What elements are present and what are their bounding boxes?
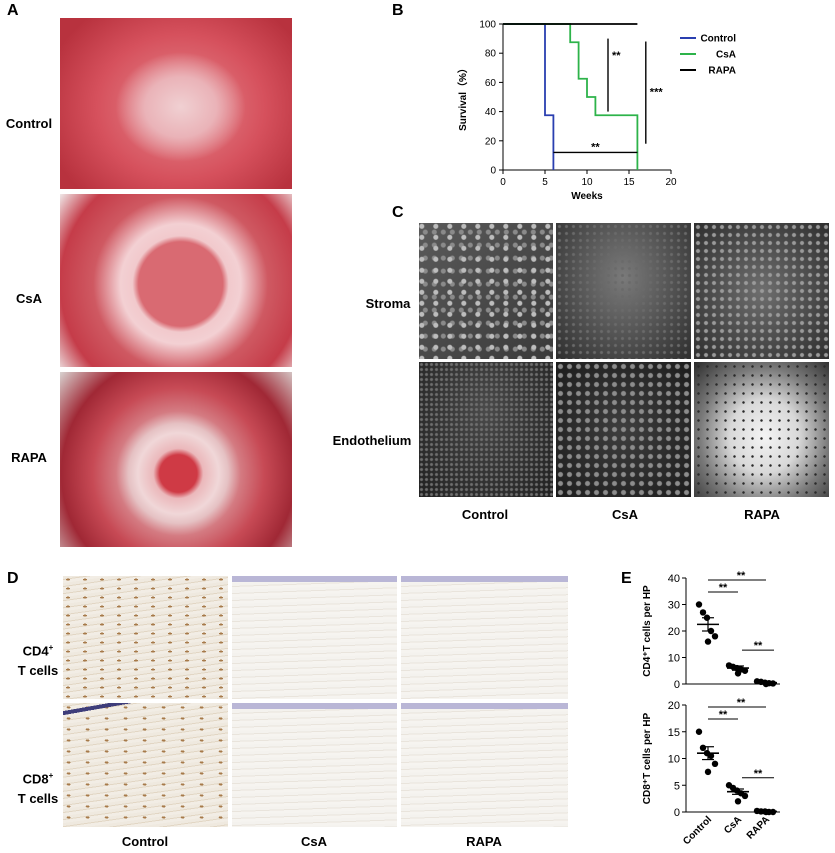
y-tick-label: 10 (668, 754, 680, 766)
panel-c-row-label-endothelium: Endothelium (332, 433, 412, 448)
y-axis-label: CD4⁺T cells per HP (642, 585, 653, 677)
histology-cd4-control (63, 576, 228, 699)
y-tick-label: 60 (485, 78, 497, 89)
y-tick-label: 40 (485, 107, 497, 118)
row-label-cd8-cells: T cells (17, 791, 59, 807)
data-point-control (711, 760, 719, 768)
panel-label-a: A (7, 2, 19, 19)
confocal-stroma-rapa (694, 223, 829, 359)
panel-a-row-label-csa: CsA (15, 291, 42, 306)
sig-label-control-rapa: ** (737, 697, 746, 709)
panel-c-row-label-stroma: Stroma (365, 296, 411, 311)
x-axis-label: Weeks (571, 191, 603, 202)
panel-a-row-label-rapa: RAPA (11, 450, 47, 465)
sig-label-control-csa: ** (719, 709, 728, 721)
histology-cd8-rapa (401, 703, 568, 827)
eye-photo-control (60, 18, 292, 189)
row-label-cd4-marker: CD4 (22, 643, 49, 659)
legend-label-rapa: RAPA (708, 66, 736, 77)
confocal-endothelium-rapa (694, 362, 829, 497)
panel-label-e: E (621, 570, 632, 587)
legend-label-control: Control (700, 34, 736, 45)
sig-label-csa-rapa: ** (612, 50, 621, 62)
sig-label-csa-rapa: ** (754, 640, 763, 652)
panel-label-d: D (7, 570, 19, 587)
sig-label-control-csa: ** (591, 141, 600, 153)
confocal-endothelium-control (419, 362, 553, 497)
panel-c-col-label-rapa: RAPA (744, 507, 780, 522)
sig-label-control-rapa: ** (737, 570, 746, 582)
y-tick-label: 15 (668, 727, 680, 739)
row-label-cd8-sup: + (48, 771, 54, 780)
data-point-csa (734, 670, 742, 677)
y-tick-label: 30 (668, 600, 680, 612)
y-tick-label: 0 (674, 679, 680, 691)
x-tick-label: 0 (500, 177, 506, 188)
y-tick-label: 20 (668, 700, 680, 712)
panel-d-col-label-rapa: RAPA (466, 834, 502, 849)
row-label-cd8-marker: CD8 (22, 771, 49, 787)
data-point-control (704, 768, 712, 776)
data-point-csa (734, 798, 742, 805)
y-tick-label: 0 (490, 166, 496, 177)
legend-label-csa: CsA (716, 50, 736, 61)
row-label-cd4-sup: + (48, 643, 54, 652)
data-point-control (699, 609, 707, 616)
y-tick-label: 40 (668, 573, 680, 585)
y-tick-label: 20 (485, 136, 497, 147)
histology-cd4-rapa (401, 576, 568, 699)
x-tick-label: 10 (581, 177, 593, 188)
data-point-csa (741, 792, 749, 800)
y-tick-label: 0 (674, 807, 680, 819)
y-tick-label: 100 (479, 20, 496, 31)
panel-d-col-label-control: Control (121, 834, 169, 849)
panel-label-c: C (392, 204, 404, 221)
survival-chart: 0 20 40 60 80 100 0 5 10 15 20 Weeks Survival（%） Cont… (456, 20, 736, 203)
y-axis-label: CD8⁺T cells per HP (642, 712, 653, 804)
sig-label-control-rapa: *** (650, 87, 664, 99)
panel-a-row-label-control: Control (5, 116, 53, 131)
x-tick-label: 15 (623, 177, 635, 188)
survival-line-csa (503, 23, 639, 170)
data-point-control (695, 601, 703, 608)
panel-label-b: B (392, 2, 404, 19)
y-tick-label: 5 (674, 780, 680, 792)
data-point-control (704, 638, 712, 645)
x-tick-label: 5 (542, 177, 548, 188)
panel-d-row-label-cd8: CD8+ T cells (14, 766, 62, 809)
confocal-stroma-csa (556, 223, 691, 359)
data-point-control (711, 633, 719, 640)
x-category-label-control: Control (681, 814, 714, 847)
y-axis-label: Survival（%） (456, 63, 469, 131)
data-point-control (699, 744, 707, 751)
y-tick-label: 10 (668, 653, 680, 665)
panel-c-col-label-csa: CsA (611, 507, 638, 522)
histology-cd8-control (63, 703, 228, 827)
eye-photo-csa (60, 194, 292, 367)
y-tick-label: 80 (485, 49, 497, 60)
data-point-control (695, 728, 703, 735)
sig-label-control-csa: ** (719, 582, 728, 594)
data-point-csa (741, 667, 749, 674)
cd8-scatter-chart: 0 5 10 15 20 CD8⁺T cells per HP ** ** ** Control C… (642, 697, 780, 847)
confocal-stroma-control (419, 223, 553, 359)
y-tick-label: 20 (668, 626, 680, 638)
panel-c-col-label-control: Control (461, 507, 509, 522)
x-category-label-csa: CsA (722, 814, 744, 836)
cd4-scatter-chart: 0 10 20 30 40 CD4⁺T cells per HP ** ** ** (642, 570, 780, 691)
x-tick-label: 20 (665, 177, 677, 188)
eye-photo-rapa (60, 372, 292, 547)
panel-d-col-label-csa: CsA (300, 834, 327, 849)
histology-cd8-csa (232, 703, 397, 827)
histology-cd4-csa (232, 576, 397, 699)
panel-d-row-label-cd4: CD4+ T cells (14, 638, 62, 681)
survival-line-control (503, 23, 555, 170)
sig-label-csa-rapa: ** (754, 768, 763, 780)
x-category-label-rapa: RAPA (745, 814, 772, 841)
data-point-control (707, 752, 715, 760)
row-label-cd4-cells: T cells (17, 663, 59, 679)
confocal-endothelium-csa (556, 362, 691, 497)
